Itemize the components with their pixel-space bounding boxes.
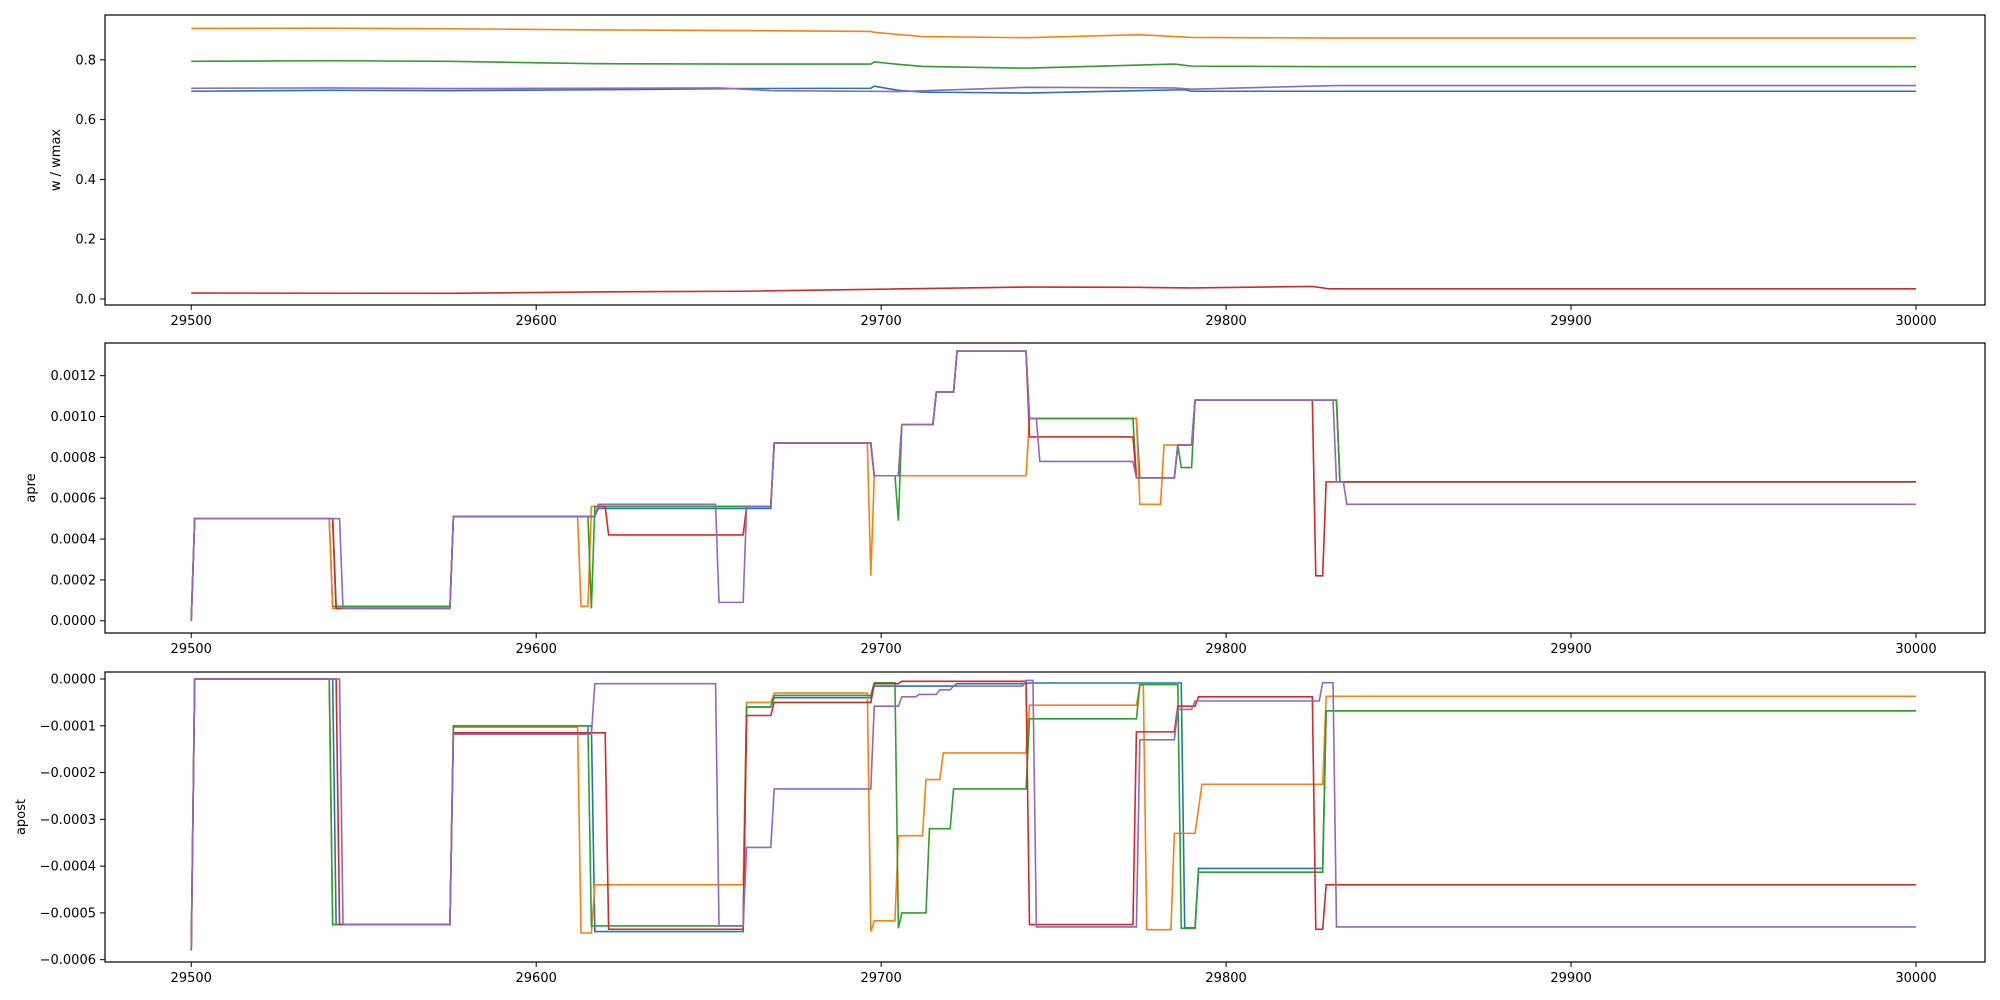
x-tick-label: 29700 [860, 971, 901, 986]
x-tick-label: 29900 [1550, 971, 1591, 986]
y-tick-label: 0.2 [75, 233, 96, 248]
x-tick-label: 29900 [1550, 642, 1591, 657]
panel-bottom: 29500 29600 29700 29800 29900 30000 0.0000 −0.0… [14, 671, 1986, 986]
y-tick-label: 0.8 [75, 53, 96, 68]
y-tick-label: 0.0002 [51, 573, 97, 588]
x-tick-label: 29900 [1550, 314, 1591, 329]
y-tick-label: 0.0008 [51, 451, 97, 466]
axes-frame [104, 342, 1986, 634]
series-line-3 [191, 59, 1917, 70]
y-tick-label: −0.0002 [40, 766, 96, 781]
x-tick-label: 29500 [171, 314, 212, 329]
series-line-1 [191, 85, 1917, 94]
series-line-5 [191, 84, 1917, 93]
series-group [190, 678, 1917, 951]
y-tick-label: −0.0006 [40, 953, 96, 968]
x-tick-label: 29700 [860, 642, 901, 657]
series-line-3 [190, 678, 1917, 951]
x-tick-label: 30000 [1895, 971, 1936, 986]
x-tick-label: 29500 [171, 971, 212, 986]
series-line-5 [190, 678, 1917, 948]
x-tick-label: 29800 [1205, 314, 1246, 329]
x-tick-label: 29600 [516, 642, 557, 657]
y-tick-label: −0.0004 [40, 860, 96, 875]
y-tick-label: 0.0000 [51, 673, 97, 688]
x-tick-label: 29500 [171, 642, 212, 657]
series-line-2 [191, 27, 1917, 39]
x-tick-label: 29600 [516, 971, 557, 986]
y-tick-label: 0.0004 [51, 533, 97, 548]
y-tick-label: 0.0012 [51, 369, 97, 384]
x-tick-label: 29600 [516, 314, 557, 329]
y-axis-label: apost [14, 799, 29, 835]
x-tick-label: 29800 [1205, 971, 1246, 986]
x-tick-label: 29800 [1205, 642, 1246, 657]
y-tick-label: 0.0 [75, 293, 96, 308]
y-tick-label: 0.0010 [51, 410, 97, 425]
panel-top: 29500 29600 29700 29800 29900 30000 0.0 0.2 0.4 0… [49, 14, 1986, 329]
y-tick-label: 0.4 [75, 173, 96, 188]
series-group [190, 350, 1917, 621]
x-tick-label: 30000 [1895, 314, 1936, 329]
y-axis-label: apre [24, 473, 39, 502]
y-tick-label: 0.0000 [51, 614, 97, 629]
y-axis-label: w / wmax [49, 129, 64, 192]
y-tick-label: −0.0005 [40, 906, 96, 921]
axes-frame [104, 671, 1986, 963]
panel-middle: 29500 29600 29700 29800 29900 30000 0.0000 0.00… [24, 342, 1986, 657]
y-tick-label: −0.0001 [40, 719, 96, 734]
series-group [191, 27, 1917, 295]
x-tick-label: 30000 [1895, 642, 1936, 657]
axes-frame [104, 14, 1986, 306]
x-tick-label: 29700 [860, 314, 901, 329]
series-line-4 [191, 285, 1917, 295]
series-line-5 [190, 350, 1917, 621]
y-tick-label: −0.0003 [40, 813, 96, 828]
y-tick-label: 0.6 [75, 113, 96, 128]
y-tick-label: 0.0006 [51, 492, 97, 507]
series-line-2 [190, 678, 1917, 951]
